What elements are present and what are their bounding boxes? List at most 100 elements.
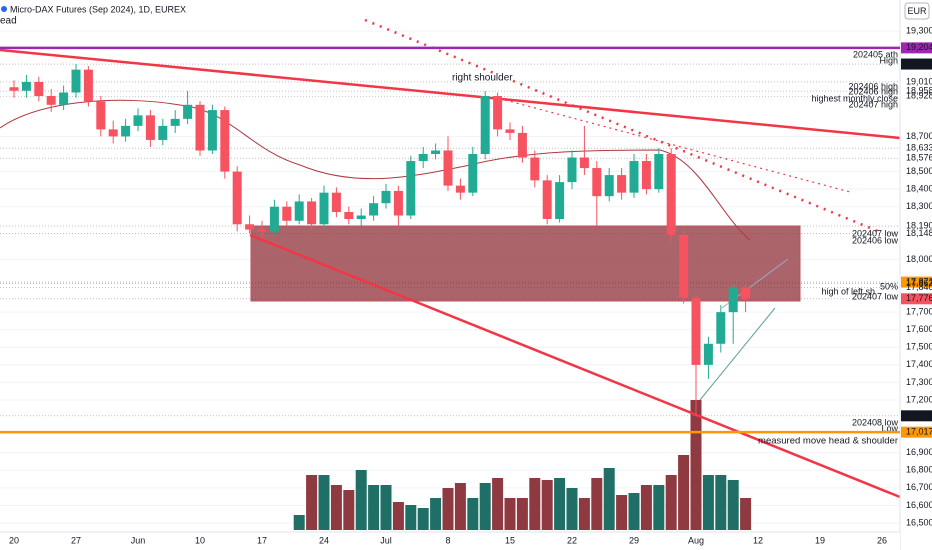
volume-bar [678,455,690,530]
y-tick-label: 17,300 [906,377,932,387]
x-tick-label: 27 [71,535,81,545]
candle-body [393,190,403,216]
candle-body [245,224,255,230]
candle-body [480,96,490,154]
candle-body [567,157,577,183]
candle-body [331,192,341,212]
candle-body [741,287,751,299]
symbol-icon [1,6,7,12]
candle-body [455,185,465,193]
candle-body [294,201,304,221]
volume-bar [405,505,417,530]
candle-body [604,175,614,197]
price-tag-label: 19,112 [906,58,932,68]
candle-body [505,129,515,133]
volume-bar [454,483,466,530]
volume-bar [492,478,504,530]
candle-body [641,161,651,190]
price-tag-label: 18,928 [906,91,932,101]
candle-body [443,150,453,186]
candle-body [431,150,441,154]
volume-bar [330,485,342,530]
price-tag [901,58,932,70]
annotation: right shoulder [452,73,513,84]
candle-body [232,171,242,225]
y-tick-label: 18,400 [906,184,932,194]
candle-body [406,161,416,216]
volume-bar [368,485,380,530]
candle-body [170,118,180,126]
candle-body [158,125,168,140]
annotation: 202408 low [852,417,899,427]
y-tick-label: 16,900 [906,447,932,457]
candle-body [59,92,69,105]
channel-line [699,307,776,401]
moving-average [0,99,751,241]
y-tick-label: 16,800 [906,465,932,475]
candle-body [83,69,93,102]
annotation: measured move head & shoulder [758,436,898,447]
candle-body [183,104,193,119]
currency: EUR [907,6,927,16]
candle-body [257,229,267,232]
candle-body [96,101,106,130]
volume-bar [442,488,454,530]
annotation: 202407 high [848,99,898,109]
volume-bar [715,475,727,530]
price-tag-label: 18,633 [906,143,932,153]
candle-body [34,81,44,97]
volume-bar [541,480,553,530]
candle-body [530,157,540,181]
candle-body [381,190,391,204]
price-tag-label: 18,148 [906,228,932,238]
y-tick-label: 17,400 [906,359,932,369]
volume-bar [417,508,429,530]
candle-body [269,206,279,232]
price-tag-label: 17,017 [906,427,932,437]
candle-body [592,168,602,197]
volume-bar [640,485,652,530]
volume-bar [380,485,392,530]
title-fragment: ead [0,16,17,27]
y-tick-label: 18,000 [906,254,932,264]
candle-body [220,110,230,172]
candle-body [493,96,503,130]
price-tag [901,42,932,54]
volume-bar [479,483,491,530]
currency-box [904,2,930,20]
candle-body [468,154,478,193]
annotation: 202406 low [852,235,899,245]
volume-bar [616,495,628,530]
candle-body [517,132,527,158]
annotation: 202406 high [848,86,898,96]
candle-body [195,104,205,151]
x-tick-label: 29 [629,535,639,545]
x-tick-label: 22 [567,535,577,545]
trendline [249,233,901,499]
candle-body [71,69,81,93]
candle-body [319,192,329,225]
candle-body [716,312,726,344]
candle-body [46,96,56,105]
annotation: 50% [880,281,898,291]
x-tick-label: Jul [380,535,392,545]
candle-body [145,115,155,140]
candle-body [369,203,379,216]
price-tag [901,293,932,305]
candle-body [728,287,738,313]
candle-body [654,154,664,190]
x-tick-label: 17 [257,535,267,545]
annotation: highest monthly close [811,93,898,103]
volume-bar [690,400,702,530]
zone [250,225,801,302]
annotation: 202405 ath [853,49,898,59]
volume-bar [318,475,330,530]
x-tick-label: 12 [753,535,763,545]
candle-body [703,343,713,365]
price-tag-label: 18,958 [906,85,932,95]
price-tag-label: 17,840 [906,282,932,292]
candle-body [679,234,689,299]
volume-bar [430,498,442,530]
x-tick-label: 19 [815,535,825,545]
candle-body [207,110,217,151]
